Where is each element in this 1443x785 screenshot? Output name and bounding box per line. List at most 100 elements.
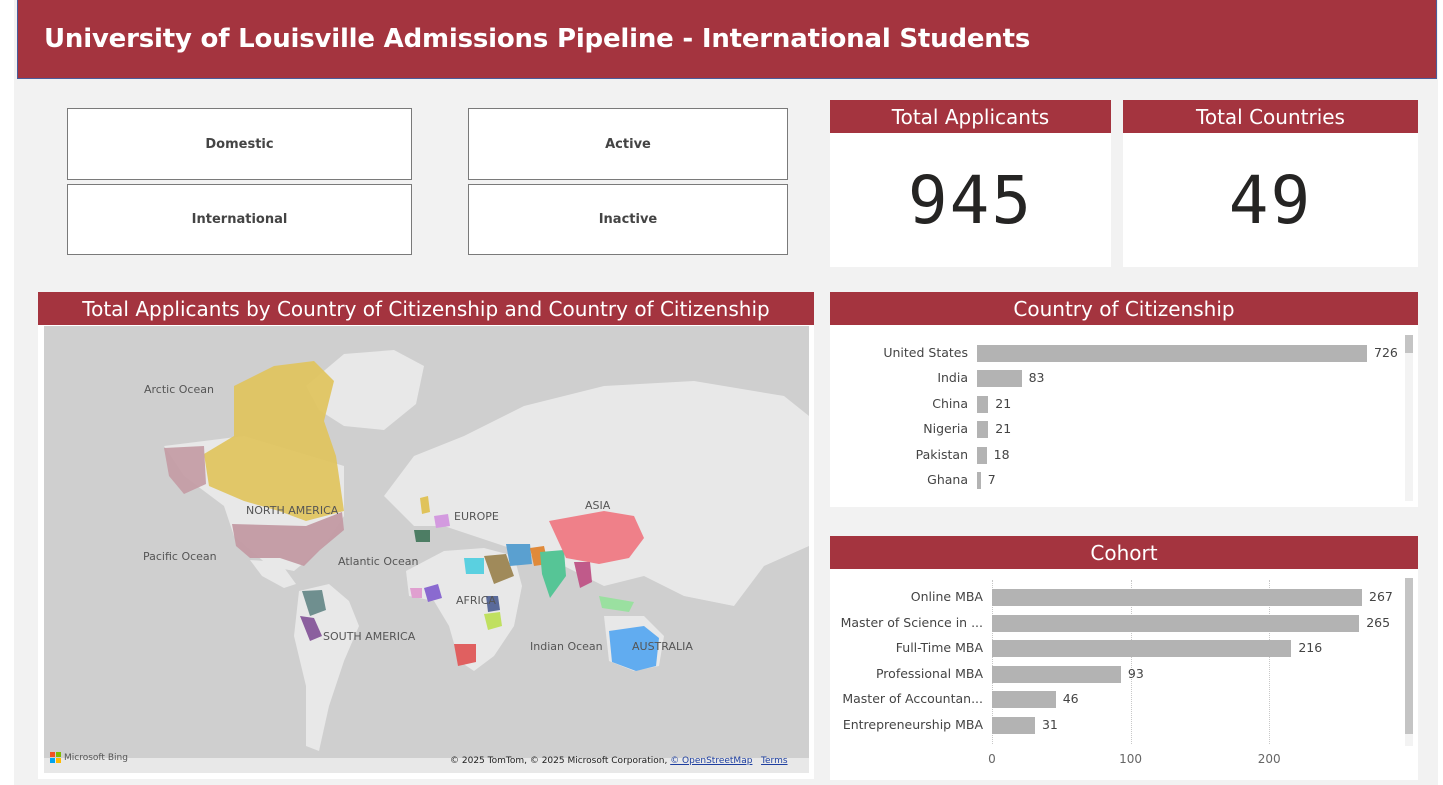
slicer-inactive[interactable]: Inactive [468, 184, 788, 255]
label-australia: AUSTRALIA [632, 640, 693, 653]
label-south-america: SOUTH AMERICA [323, 630, 416, 643]
bar-label-5: Entrepreneurship MBA [842, 717, 983, 732]
gridline-1 [1130, 580, 1132, 744]
bar-4[interactable] [977, 446, 987, 464]
country-peru [300, 616, 322, 641]
map-title: Total Applicants by Country of Citizensh… [38, 292, 814, 325]
country-china [549, 511, 644, 564]
map-attribution: © 2025 TomTom, © 2025 Microsoft Corporat… [450, 756, 788, 766]
bar-value-5: 7 [987, 472, 996, 487]
bar-label-4: Master of Accountan... [842, 691, 983, 707]
microsoft-logo-icon [50, 752, 61, 763]
bar-value-4: 46 [1062, 691, 1079, 707]
country-usa [232, 512, 344, 566]
country-vietnam [574, 562, 592, 588]
bar-label-2: China [932, 395, 968, 411]
bar-0[interactable] [977, 345, 1367, 362]
bar-label-0: Online MBA [910, 589, 983, 604]
eurasia-shape [384, 381, 809, 606]
bar-value-1: 265 [1366, 614, 1391, 630]
country-alaska [164, 446, 206, 494]
map-visual[interactable] [44, 326, 809, 773]
label-indian-ocean: Indian Ocean [530, 640, 603, 653]
country-chart-header: Country of Citizenship [830, 292, 1418, 325]
country-chart-scroll-thumb[interactable] [1405, 335, 1413, 353]
bar-value-3: 93 [1127, 665, 1144, 681]
gridline-2 [1269, 580, 1271, 744]
country-south-africa [454, 644, 476, 666]
osm-link[interactable]: © OpenStreetMap [670, 756, 753, 766]
label-asia: ASIA [585, 499, 611, 512]
kpi-total-applicants-card: 945 [830, 133, 1111, 267]
bar-label-1: India [937, 370, 968, 386]
country-iran [506, 544, 532, 566]
slicer-active[interactable]: Active [468, 108, 788, 180]
gridline-0 [992, 580, 993, 744]
bar-label-2: Full-Time MBA [895, 640, 983, 656]
bar-value-0: 726 [1374, 345, 1398, 360]
slicer-international[interactable]: International [67, 184, 412, 255]
kpi-total-countries-header: Total Countries [1123, 100, 1418, 133]
country-indonesia [599, 596, 634, 612]
x-tick-2: 200 [1257, 752, 1281, 766]
label-atlantic-ocean: Atlantic Ocean [338, 555, 419, 568]
label-europe: EUROPE [454, 510, 499, 523]
x-tick-1: 100 [1119, 752, 1143, 766]
label-arctic-ocean: Arctic Ocean [144, 383, 214, 396]
cohort-chart-scroll-thumb[interactable] [1405, 578, 1413, 734]
kpi-total-countries-card: 49 [1123, 133, 1418, 267]
bar-3[interactable] [977, 421, 989, 439]
bar-value-2: 216 [1298, 640, 1323, 656]
country-algeria [464, 558, 484, 574]
bar-label-3: Professional MBA [875, 665, 983, 681]
country-nigeria [424, 584, 442, 602]
bar-1[interactable] [992, 614, 1360, 632]
bar-0[interactable] [992, 589, 1362, 606]
bing-label: Microsoft Bing [64, 752, 128, 763]
country-canada [204, 361, 344, 521]
country-chart-scrollbar[interactable] [1405, 335, 1413, 501]
label-africa: AFRICA [456, 594, 496, 607]
kpi-total-applicants-value: 945 [907, 161, 1034, 239]
terms-link[interactable]: Terms [761, 756, 788, 766]
country-europe-a [434, 514, 450, 528]
bar-label-1: Master of Science in ... [840, 614, 983, 630]
bar-5[interactable] [992, 717, 1035, 734]
cohort-chart-header: Cohort [830, 536, 1418, 569]
label-pacific-ocean: Pacific Ocean [143, 550, 217, 563]
country-ethiopia [486, 596, 500, 612]
country-india [540, 550, 566, 598]
country-ghana [410, 588, 422, 598]
bar-3[interactable] [992, 665, 1121, 683]
country-colombia [302, 590, 326, 616]
bar-2[interactable] [992, 640, 1292, 658]
antarctic-shape [44, 758, 809, 773]
bar-value-5: 31 [1041, 717, 1058, 732]
bing-logo: Microsoft Bing [50, 752, 128, 763]
bar-value-0: 267 [1369, 589, 1393, 604]
bar-label-5: Ghana [927, 472, 968, 487]
bar-label-0: United States [883, 345, 968, 360]
slicer-domestic[interactable]: Domestic [67, 108, 412, 180]
header-bar: University of Louisville Admissions Pipe… [17, 0, 1437, 79]
bar-5[interactable] [977, 472, 981, 489]
greenland-shape [306, 350, 424, 430]
bar-4[interactable] [992, 691, 1056, 709]
bar-label-3: Nigeria [923, 421, 968, 437]
bar-value-2: 21 [995, 395, 1012, 411]
page-title: University of Louisville Admissions Pipe… [44, 24, 1031, 54]
world-map[interactable] [44, 326, 809, 773]
country-australia [609, 626, 659, 671]
bar-value-4: 18 [993, 446, 1010, 462]
bar-value-1: 83 [1028, 370, 1045, 386]
country-kenya [484, 612, 502, 630]
country-uk [420, 496, 430, 514]
country-middle-east [484, 554, 514, 584]
bar-label-4: Pakistan [915, 446, 968, 462]
bar-1[interactable] [977, 370, 1022, 388]
country-mexico [250, 560, 296, 588]
bar-value-3: 21 [995, 421, 1012, 437]
bar-2[interactable] [977, 395, 989, 413]
label-north-america: NORTH AMERICA [246, 504, 339, 517]
attribution-text: © 2025 TomTom, © 2025 Microsoft Corporat… [450, 756, 668, 766]
